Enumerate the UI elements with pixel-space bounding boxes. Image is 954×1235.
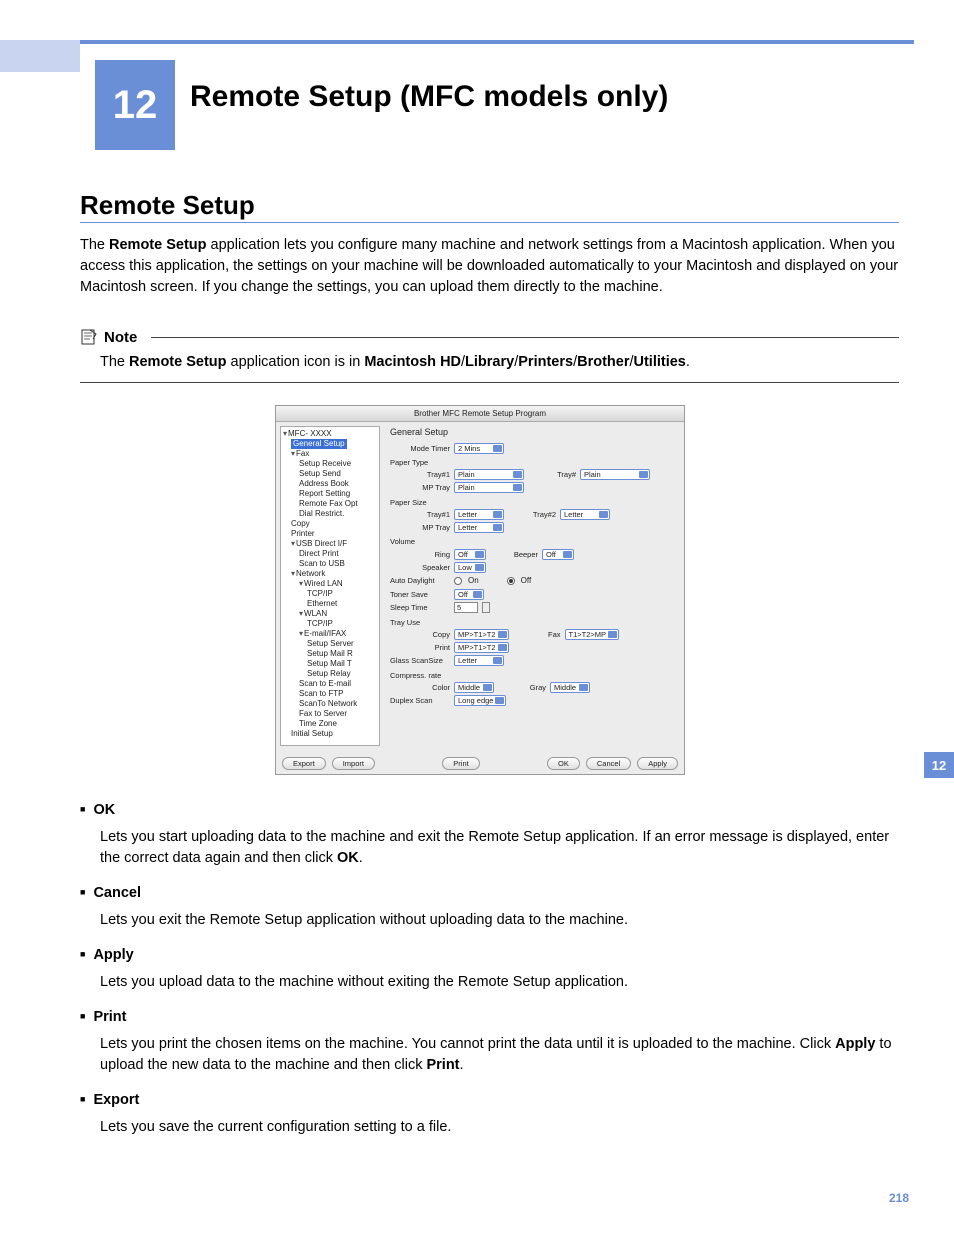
tree-item[interactable]: ▾Wired LAN	[299, 579, 377, 589]
tree-item[interactable]: Scan to USB	[299, 559, 377, 569]
tree-item[interactable]: ▾WLAN	[299, 609, 377, 619]
tree-item[interactable]: ▾Fax	[291, 449, 377, 459]
intro-bold: Remote Setup	[109, 237, 207, 253]
note-top-rule	[151, 337, 899, 338]
tree-item[interactable]: Report Setting	[299, 489, 377, 499]
mode-timer-label: Mode Timer	[390, 443, 450, 454]
chapter-number: 12	[113, 83, 158, 128]
tree-item[interactable]: Setup Receive	[299, 459, 377, 469]
volume-label: Volume	[390, 536, 678, 547]
form-title: General Setup	[390, 426, 678, 440]
duplex-dropdown[interactable]: Long edge	[454, 695, 506, 706]
mptray-type-dropdown[interactable]: Plain	[454, 482, 524, 493]
description-list: ■OKLets you start uploading data to the …	[80, 800, 899, 1152]
note-block: Note The Remote Setup application icon i…	[80, 328, 899, 383]
mode-timer-dropdown[interactable]: 2 Mins	[454, 443, 504, 454]
sleep-spinner[interactable]	[482, 602, 490, 613]
left-accent	[0, 40, 80, 72]
tree-item[interactable]: General Setup	[291, 439, 377, 449]
chapter-title: Remote Setup (MFC models only)	[190, 80, 668, 114]
tree-item[interactable]: Ethernet	[307, 599, 377, 609]
tree-item[interactable]: Copy	[291, 519, 377, 529]
tree-item[interactable]: Setup Server	[307, 639, 377, 649]
tray1-type-dropdown[interactable]: Plain	[454, 469, 524, 480]
tree-item[interactable]: Scan to E-mail	[299, 679, 377, 689]
compress-color-dropdown[interactable]: Middle	[454, 682, 494, 693]
speaker-dropdown[interactable]: Low	[454, 562, 486, 573]
tree-item[interactable]: Dial Restrict.	[299, 509, 377, 519]
side-tab: 12	[924, 752, 954, 778]
tree-item[interactable]: Setup Mail T	[307, 659, 377, 669]
section-title: Remote Setup	[80, 190, 255, 221]
sleep-time-input[interactable]: 5	[454, 602, 478, 613]
apply-button[interactable]: Apply	[637, 757, 678, 770]
tree-item[interactable]: Fax to Server	[299, 709, 377, 719]
description-item: ■PrintLets you print the chosen items on…	[80, 1007, 899, 1076]
trayuse-copy-dropdown[interactable]: MP>T1>T2	[454, 629, 509, 640]
chapter-number-box: 12	[95, 60, 175, 150]
tree-item[interactable]: ▾MFC- XXXX	[283, 429, 377, 439]
intro-text: The	[80, 237, 109, 253]
ok-button[interactable]: OK	[547, 757, 580, 770]
description-item: ■CancelLets you exit the Remote Setup ap…	[80, 883, 899, 931]
toner-save-dropdown[interactable]: Off	[454, 589, 484, 600]
tree-item[interactable]: Scan to FTP	[299, 689, 377, 699]
tree-item[interactable]: ▾USB Direct I/F	[291, 539, 377, 549]
beeper-dropdown[interactable]: Off	[542, 549, 574, 560]
app-window: Brother MFC Remote Setup Program ▾MFC- X…	[275, 405, 685, 775]
trayuse-fax-dropdown[interactable]: T1>T2>MP	[565, 629, 620, 640]
tray1-size-dropdown[interactable]: Letter	[454, 509, 504, 520]
app-titlebar: Brother MFC Remote Setup Program	[276, 406, 684, 422]
settings-form: General Setup Mode Timer 2 Mins Paper Ty…	[384, 422, 684, 750]
page-number: 218	[889, 1191, 909, 1205]
compress-gray-dropdown[interactable]: Middle	[550, 682, 590, 693]
cancel-button[interactable]: Cancel	[586, 757, 631, 770]
daylight-off-radio[interactable]	[507, 577, 515, 585]
compress-label: Compress. rate	[390, 670, 678, 681]
note-label: Note	[104, 329, 137, 346]
description-item: ■ApplyLets you upload data to the machin…	[80, 945, 899, 993]
tree-item[interactable]: Time Zone	[299, 719, 377, 729]
paper-type-label: Paper Type	[390, 457, 678, 468]
mptray-size-dropdown[interactable]: Letter	[454, 522, 504, 533]
tree-item[interactable]: Setup Send	[299, 469, 377, 479]
daylight-on-radio[interactable]	[454, 577, 462, 585]
paper-size-label: Paper Size	[390, 497, 678, 508]
tree-item[interactable]: Setup Mail R	[307, 649, 377, 659]
tree-item[interactable]: ▾E-mail/IFAX	[299, 629, 377, 639]
tray2-size-dropdown[interactable]: Letter	[560, 509, 610, 520]
description-item: ■OKLets you start uploading data to the …	[80, 800, 899, 869]
tree-item[interactable]: TCP/IP	[307, 619, 377, 629]
note-bottom-rule	[80, 382, 899, 383]
app-footer: Export Import Print OK Cancel Apply	[282, 757, 678, 770]
export-button[interactable]: Export	[282, 757, 326, 770]
tree-item[interactable]: ScanTo Network	[299, 699, 377, 709]
import-button[interactable]: Import	[332, 757, 375, 770]
tree-item[interactable]: Address Book	[299, 479, 377, 489]
intro-paragraph: The Remote Setup application lets you co…	[80, 235, 899, 298]
tree-item[interactable]: Setup Relay	[307, 669, 377, 679]
note-body: The Remote Setup application icon is in …	[100, 352, 899, 372]
print-button[interactable]: Print	[442, 757, 479, 770]
trayn-type-dropdown[interactable]: Plain	[580, 469, 650, 480]
tree-item[interactable]: Direct Print	[299, 549, 377, 559]
tray-use-label: Tray Use	[390, 617, 678, 628]
trayuse-print-dropdown[interactable]: MP>T1>T2	[454, 642, 509, 653]
tree-item[interactable]: Remote Fax Opt	[299, 499, 377, 509]
tree-item[interactable]: Initial Setup	[291, 729, 377, 739]
top-divider	[0, 40, 914, 44]
tree-item[interactable]: Printer	[291, 529, 377, 539]
settings-tree[interactable]: ▾MFC- XXXXGeneral Setup▾FaxSetup Receive…	[280, 426, 380, 746]
tree-item[interactable]: ▾Network	[291, 569, 377, 579]
tree-item[interactable]: TCP/IP	[307, 589, 377, 599]
section-rule	[80, 222, 899, 223]
note-icon	[80, 328, 98, 346]
glass-dropdown[interactable]: Letter	[454, 655, 504, 666]
description-item: ■ExportLets you save the current configu…	[80, 1090, 899, 1138]
ring-dropdown[interactable]: Off	[454, 549, 486, 560]
